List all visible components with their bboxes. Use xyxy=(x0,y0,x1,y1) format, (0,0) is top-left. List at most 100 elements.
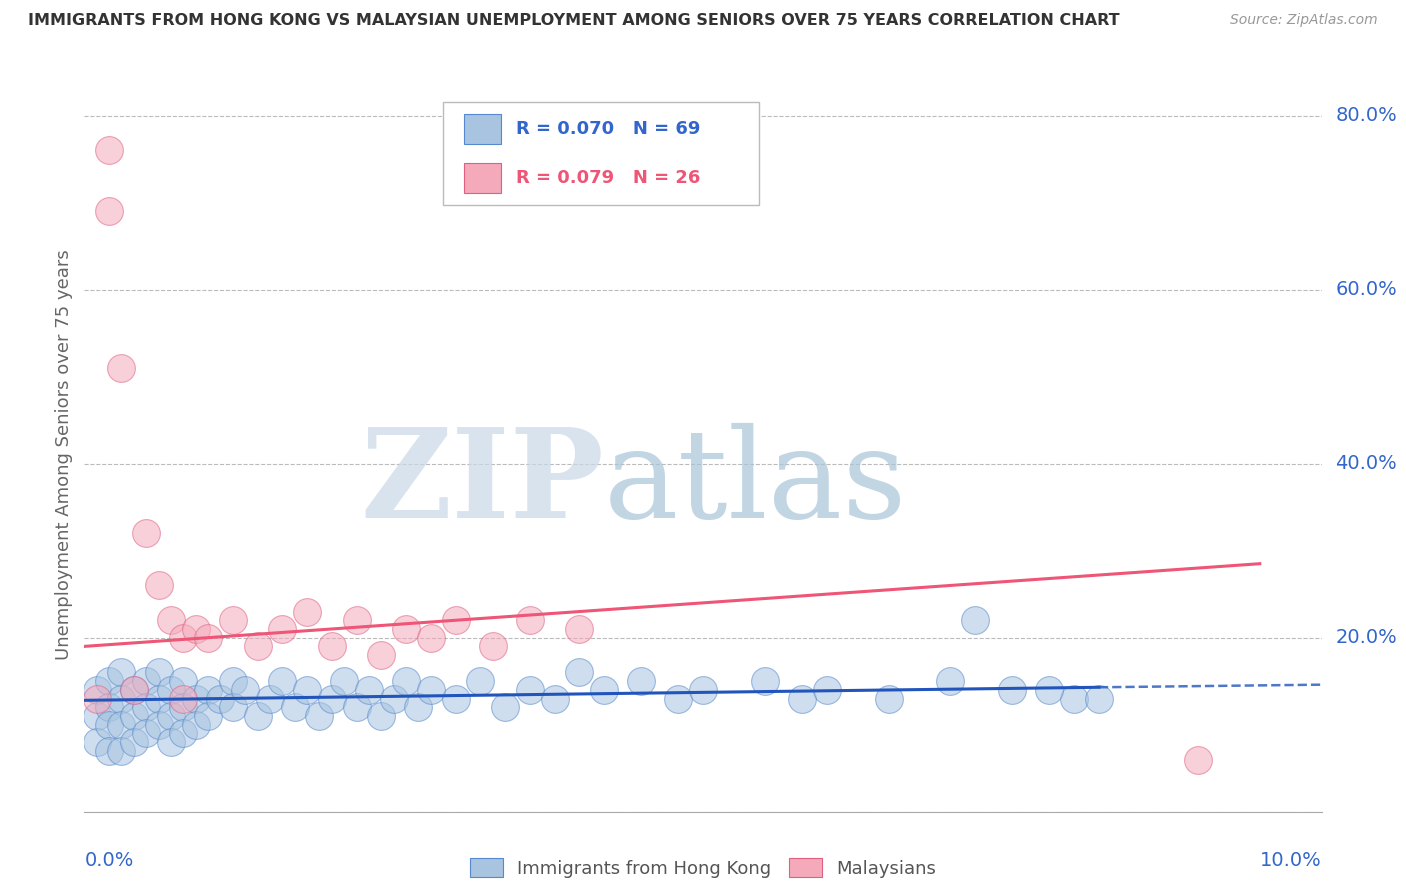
Text: R = 0.070   N = 69: R = 0.070 N = 69 xyxy=(516,120,700,137)
Point xyxy=(197,631,219,645)
Point xyxy=(160,613,183,627)
Point xyxy=(284,700,307,714)
Point xyxy=(419,682,441,697)
Point xyxy=(346,613,368,627)
Point xyxy=(98,674,121,689)
Text: 60.0%: 60.0% xyxy=(1336,280,1398,299)
Point xyxy=(382,691,405,706)
Point xyxy=(1063,691,1085,706)
Text: 0.0%: 0.0% xyxy=(84,851,134,870)
Point xyxy=(444,613,467,627)
Point xyxy=(86,691,108,706)
Point xyxy=(135,726,157,740)
Point xyxy=(754,674,776,689)
Point xyxy=(160,682,183,697)
Point xyxy=(172,726,194,740)
Point xyxy=(110,744,132,758)
Point xyxy=(98,700,121,714)
Point xyxy=(197,709,219,723)
Point xyxy=(568,622,591,636)
Point xyxy=(308,709,330,723)
Point xyxy=(148,717,170,731)
Point xyxy=(395,622,418,636)
Text: Source: ZipAtlas.com: Source: ZipAtlas.com xyxy=(1230,13,1378,28)
Point xyxy=(419,631,441,645)
Point xyxy=(98,204,121,219)
Point xyxy=(110,360,132,375)
Point xyxy=(209,691,232,706)
Point xyxy=(148,578,170,592)
Point xyxy=(98,717,121,731)
Point xyxy=(86,735,108,749)
Point xyxy=(122,682,145,697)
Point xyxy=(519,682,541,697)
Point xyxy=(1001,682,1024,697)
Point xyxy=(222,613,245,627)
Point xyxy=(295,605,318,619)
Point xyxy=(295,682,318,697)
FancyBboxPatch shape xyxy=(464,114,502,144)
Point xyxy=(357,682,380,697)
Text: 40.0%: 40.0% xyxy=(1336,454,1398,473)
Point xyxy=(965,613,987,627)
Point xyxy=(110,717,132,731)
Point xyxy=(148,665,170,680)
Point xyxy=(110,665,132,680)
Point xyxy=(481,640,503,654)
Text: 10.0%: 10.0% xyxy=(1260,851,1322,870)
Y-axis label: Unemployment Among Seniors over 75 years: Unemployment Among Seniors over 75 years xyxy=(55,250,73,660)
Point xyxy=(939,674,962,689)
Text: ZIP: ZIP xyxy=(360,423,605,544)
Point xyxy=(494,700,516,714)
Point xyxy=(110,691,132,706)
Point xyxy=(271,674,294,689)
Point xyxy=(122,735,145,749)
Point xyxy=(98,144,121,158)
Point xyxy=(259,691,281,706)
Point xyxy=(172,674,194,689)
Point xyxy=(160,735,183,749)
Point xyxy=(184,691,207,706)
Text: IMMIGRANTS FROM HONG KONG VS MALAYSIAN UNEMPLOYMENT AMONG SENIORS OVER 75 YEARS : IMMIGRANTS FROM HONG KONG VS MALAYSIAN U… xyxy=(28,13,1119,29)
Point xyxy=(333,674,356,689)
Point xyxy=(135,674,157,689)
FancyBboxPatch shape xyxy=(443,102,759,205)
Point xyxy=(246,709,269,723)
Point xyxy=(246,640,269,654)
Point xyxy=(1187,752,1209,766)
FancyBboxPatch shape xyxy=(464,163,502,193)
Point xyxy=(271,622,294,636)
Point xyxy=(815,682,838,697)
Point xyxy=(370,648,392,662)
Point xyxy=(408,700,430,714)
Point xyxy=(86,709,108,723)
Point xyxy=(222,674,245,689)
Point xyxy=(172,691,194,706)
Point xyxy=(1088,691,1111,706)
Point xyxy=(346,700,368,714)
Point xyxy=(370,709,392,723)
Point xyxy=(321,691,343,706)
Point xyxy=(395,674,418,689)
Point xyxy=(666,691,689,706)
Point xyxy=(184,717,207,731)
Text: 80.0%: 80.0% xyxy=(1336,106,1398,125)
Point xyxy=(135,526,157,541)
Point xyxy=(222,700,245,714)
Point xyxy=(135,700,157,714)
Point xyxy=(568,665,591,680)
Point xyxy=(321,640,343,654)
Point xyxy=(1038,682,1060,697)
Text: R = 0.079   N = 26: R = 0.079 N = 26 xyxy=(516,169,700,187)
Point xyxy=(790,691,813,706)
Point xyxy=(519,613,541,627)
Point xyxy=(630,674,652,689)
Point xyxy=(86,682,108,697)
Point xyxy=(98,744,121,758)
Point xyxy=(148,691,170,706)
Point xyxy=(172,631,194,645)
Point xyxy=(543,691,565,706)
Point xyxy=(692,682,714,697)
Point xyxy=(184,622,207,636)
Point xyxy=(470,674,492,689)
